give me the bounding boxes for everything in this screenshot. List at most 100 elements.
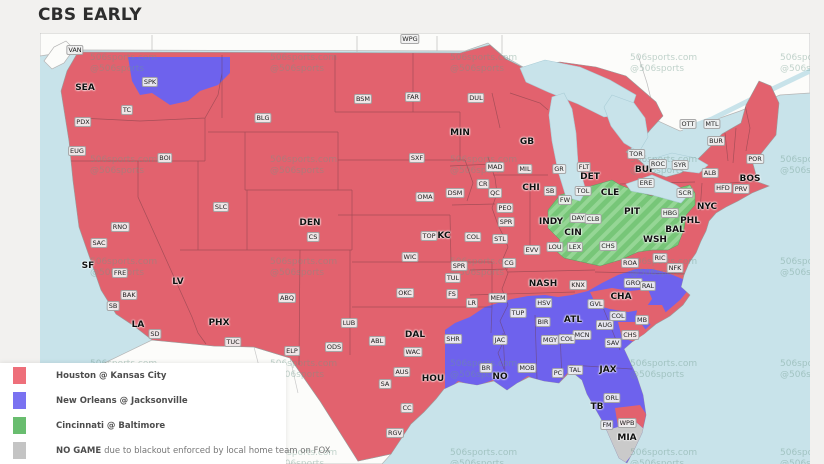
region-neworleans-jacksonville-northwest [128,57,230,105]
city-label-fre: FRE [111,268,129,278]
legend: Houston @ Kansas City New Orleans @ Jack… [0,363,330,464]
city-label-roc: ROC [648,159,668,169]
city-label-sa: SA [378,379,392,389]
city-label-pdx: PDX [74,117,92,127]
city-label-jac: JAC [492,335,508,345]
city-label-tup: TUP [509,308,527,318]
city-label-sxf: SXF [408,153,426,163]
city-label-nfk: NFK [666,263,684,273]
city-label-chi: CHI [522,183,540,193]
city-label-roa: ROA [621,258,639,268]
watermark: 506sports.com@506sports [90,155,158,176]
city-label-van: VAN [66,45,84,55]
city-label-sav: SAV [604,338,622,348]
legend-swatch-blue [13,392,26,409]
city-label-sea: SEA [75,83,95,93]
city-label-abq: ABQ [277,293,297,303]
watermark: 506sports.com@506sports [780,53,810,74]
city-label-gvl: GVL [587,299,605,309]
city-label-den: DEN [299,218,321,228]
city-label-buf: BUF [634,165,656,175]
city-label-far: FAR [404,92,422,102]
city-label-indy: INDY [538,217,564,227]
city-label-jax: JAX [599,365,617,375]
city-label-lr: LR [465,298,479,308]
watermark: 506sports.com@506sports [90,53,158,74]
city-label-mgy: MGY [540,335,560,345]
watermark: 506sports.com@506sports [270,448,338,464]
city-label-hou: HOU [421,374,445,384]
city-label-tal: TAL [567,365,583,375]
city-label-lex: LEX [566,242,584,252]
city-label-fm: FM [600,420,614,430]
watermark: 506sports.com@506sports [630,448,698,464]
city-label-boi: BOI [157,153,173,163]
city-label-spr: SPR [497,217,515,227]
city-label-stl: STL [492,234,508,244]
city-label-flt: FLT [576,162,592,172]
city-label-lub: LUB [340,318,358,328]
city-label-cin: CIN [564,228,582,238]
city-label-cs: CS [306,232,320,242]
city-label-dul: DUL [467,93,485,103]
city-label-dal: DAL [404,330,426,340]
city-label-rgv: RGV [386,428,404,438]
city-label-aus: AUS [393,367,411,377]
city-label-mil: MIL [517,164,533,174]
city-label-cha: CHA [610,292,632,302]
red-patch-charlotte-greenville [590,288,652,312]
city-label-col: COL [558,334,576,344]
legend-label-rest: due to blackout enforced by local home t… [104,445,331,456]
city-label-syr: SYR [671,160,689,170]
city-label-dsm: DSM [445,188,465,198]
watermark: 506sports.com@506sports [450,257,518,278]
city-label-fs: FS [446,289,458,299]
city-label-spk: SPK [141,77,159,87]
city-label-mia: MIA [617,433,637,443]
city-label-gr: GR [552,164,566,174]
city-label-tul: TUL [444,273,462,283]
city-label-pc: PC [551,368,565,378]
city-label-wpb: WPB [617,418,637,428]
city-label-min: MIN [450,128,470,138]
city-label-tuc: TUC [224,337,242,347]
watermark: 506sports.com@506sports [780,448,810,464]
city-label-mtl: MTL [703,119,721,129]
city-label-orl: ORL [603,393,621,403]
city-label-slc: SLC [212,202,230,212]
city-label-pit: PIT [623,207,641,217]
city-label-mob: MOB [517,363,537,373]
city-label-sf: SF [81,261,95,271]
city-label-ral: RAL [639,281,657,291]
city-label-lv: LV [172,277,184,287]
lake-michigan [548,92,587,202]
city-label-eug: EUG [68,146,86,156]
city-label-atl: ATL [563,315,583,325]
city-label-chs: CHS [599,241,617,251]
city-label-hfd: HFD [714,183,732,193]
city-label-mb: MB [634,315,650,325]
city-label-sb: SB [106,301,120,311]
city-label-qc: QC [488,188,502,198]
city-label-knx: KNX [569,280,587,290]
city-label-sb: SB [543,186,557,196]
watermark: 506sports.com@506sports [270,359,338,380]
city-label-det: DET [580,172,600,182]
city-label-blg: BLG [254,113,272,123]
watermark: 506sports.com@506sports [450,53,518,74]
city-label-ere: ERE [637,178,655,188]
city-label-rno: RNO [110,222,130,232]
city-label-shr: SHR [444,334,462,344]
city-label-nyc: NYC [696,202,718,212]
page-title: CBS EARLY [38,5,142,25]
city-label-evv: EVV [523,245,541,255]
city-label-ric: RIC [652,253,668,263]
city-label-br: BR [479,363,493,373]
watermark: 506sports.com@506sports [630,359,698,380]
city-label-bos: BOS [739,174,761,184]
watermark: 506sports.com@506sports [780,359,810,380]
city-label-prv: PRV [732,184,750,194]
legend-row: New Orleans @ Jacksonville [13,392,188,409]
city-label-scr: SCR [676,188,694,198]
